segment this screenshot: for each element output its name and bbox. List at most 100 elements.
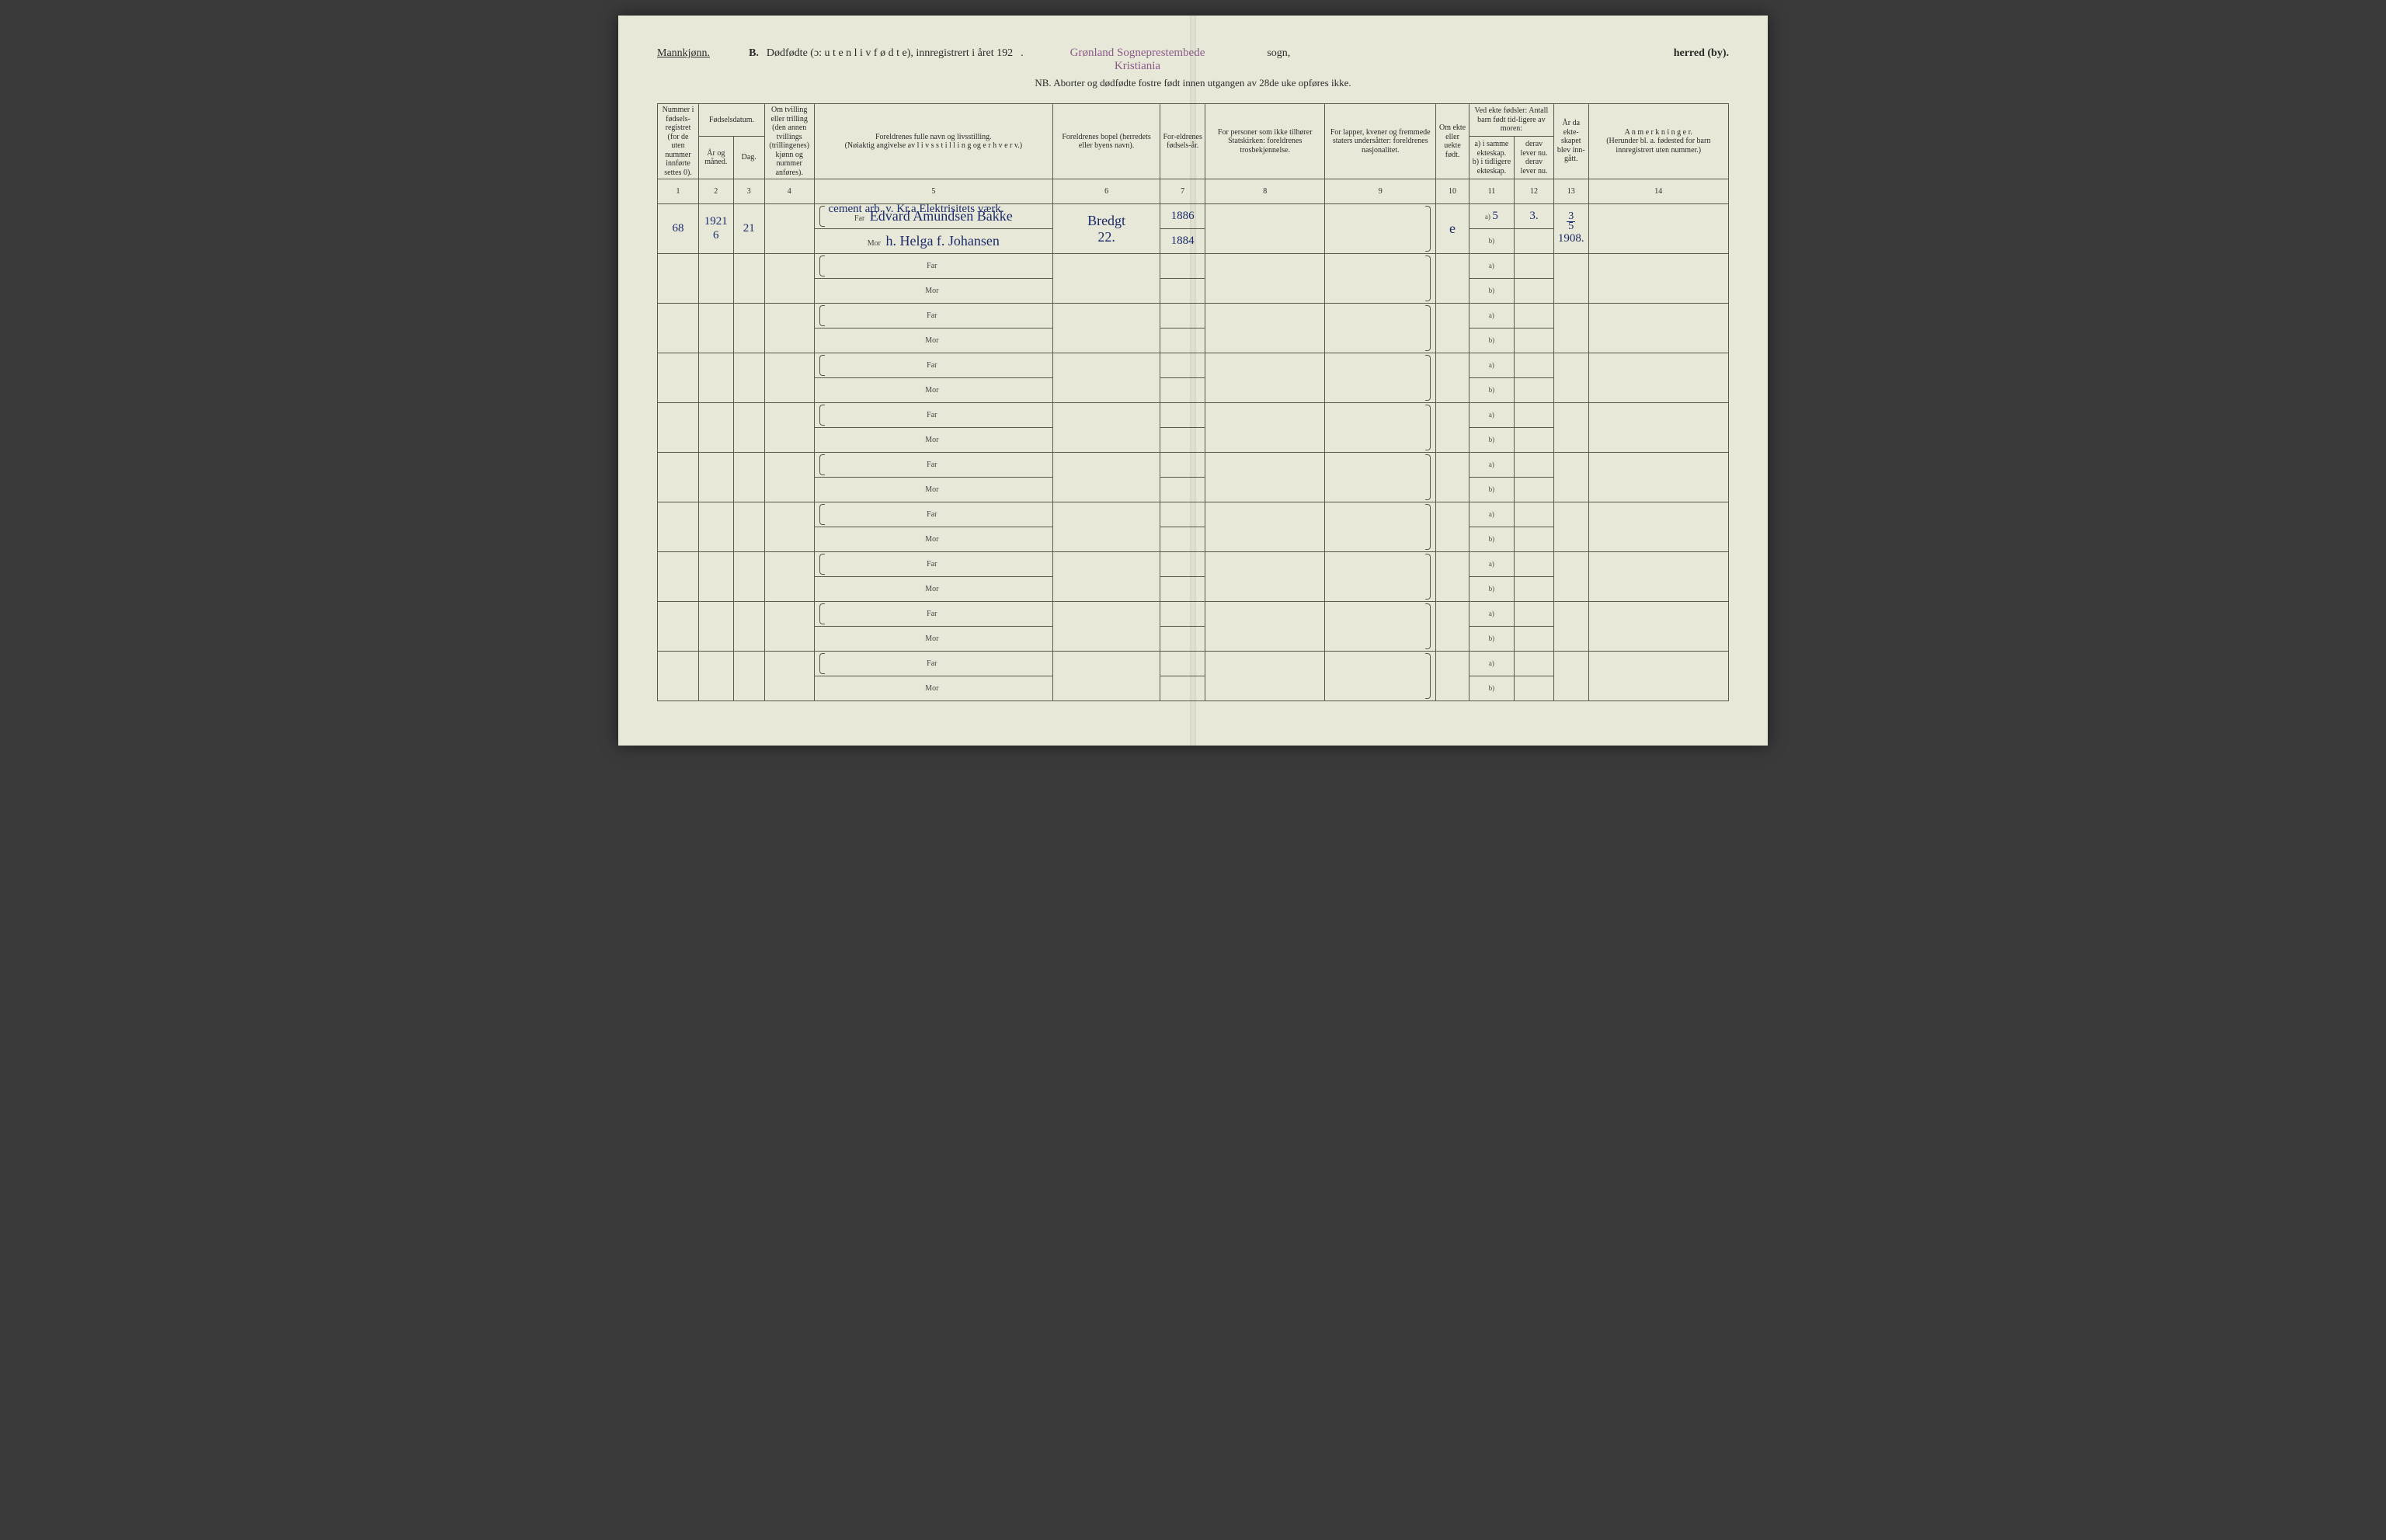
colnum-13: 13 xyxy=(1554,179,1589,204)
empty-12b xyxy=(1515,627,1554,652)
empty-far-birth xyxy=(1160,552,1205,577)
empty-13 xyxy=(1554,353,1589,403)
far-label: Far xyxy=(927,311,937,320)
empty-religion xyxy=(1205,652,1325,701)
brace-left-icon xyxy=(816,504,824,525)
empty-nationality xyxy=(1325,502,1436,552)
empty-ekte xyxy=(1436,254,1469,304)
empty-number xyxy=(658,403,699,453)
empty-remarks xyxy=(1588,453,1728,502)
entry-11b: b) xyxy=(1469,229,1514,254)
empty-number xyxy=(658,552,699,602)
empty-twin xyxy=(764,453,814,502)
empty-far-cell: Far xyxy=(814,254,1053,279)
empty-11a: a) xyxy=(1469,502,1514,527)
empty-mor-cell: Mor xyxy=(814,279,1053,304)
colnum-2: 2 xyxy=(699,179,734,204)
empty-bopel xyxy=(1053,652,1160,701)
empty-day xyxy=(733,353,764,403)
empty-mor-cell: Mor xyxy=(814,329,1053,353)
empty-mor-cell: Mor xyxy=(814,378,1053,403)
empty-bopel xyxy=(1053,453,1160,502)
empty-row-far: Fara) xyxy=(658,453,1729,478)
entry-far-birth: 1886 xyxy=(1160,204,1205,229)
empty-ekte xyxy=(1436,552,1469,602)
empty-day xyxy=(733,304,764,353)
empty-mor-birth xyxy=(1160,428,1205,453)
table-header: Nummer i fødsels-registret (for de uten … xyxy=(658,104,1729,204)
empty-far-birth xyxy=(1160,353,1205,378)
empty-nationality xyxy=(1325,353,1436,403)
col-3-header: Dag. xyxy=(733,137,764,179)
empty-12b xyxy=(1515,428,1554,453)
empty-row-far: Fara) xyxy=(658,403,1729,428)
empty-11a: a) xyxy=(1469,652,1514,676)
empty-12a xyxy=(1515,254,1554,279)
empty-day xyxy=(733,552,764,602)
brace-right-icon xyxy=(1426,504,1434,550)
parish-stamp: Grønland Sogneprestembede Kristiania xyxy=(1070,47,1205,72)
empty-mor-birth xyxy=(1160,478,1205,502)
empty-remarks xyxy=(1588,254,1728,304)
empty-religion xyxy=(1205,602,1325,652)
empty-number xyxy=(658,453,699,502)
mor-label: Mor xyxy=(868,239,881,248)
brace-left-icon xyxy=(816,405,824,426)
empty-twin xyxy=(764,254,814,304)
far-label: Far xyxy=(927,411,937,419)
mor-label: Mor xyxy=(925,684,938,693)
empty-year-month xyxy=(699,453,734,502)
empty-ekte xyxy=(1436,304,1469,353)
empty-ekte xyxy=(1436,353,1469,403)
mor-label: Mor xyxy=(925,535,938,544)
empty-11b: b) xyxy=(1469,329,1514,353)
empty-row-far: Fara) xyxy=(658,353,1729,378)
empty-religion xyxy=(1205,552,1325,602)
empty-12b xyxy=(1515,478,1554,502)
brace-right-icon xyxy=(1426,256,1434,301)
empty-ekte xyxy=(1436,403,1469,453)
empty-nationality xyxy=(1325,403,1436,453)
empty-day xyxy=(733,502,764,552)
entry-12a: 3. xyxy=(1515,204,1554,229)
empty-12a xyxy=(1515,453,1554,478)
brace-right-icon xyxy=(1426,355,1434,401)
brace-left-icon xyxy=(816,653,824,674)
empty-mor-cell: Mor xyxy=(814,676,1053,701)
empty-ekte xyxy=(1436,602,1469,652)
mor-label: Mor xyxy=(925,436,938,444)
empty-bopel xyxy=(1053,602,1160,652)
colnum-9: 9 xyxy=(1325,179,1436,204)
empty-11a: a) xyxy=(1469,453,1514,478)
brace-left-icon xyxy=(816,603,824,624)
empty-remarks xyxy=(1588,652,1728,701)
empty-11b: b) xyxy=(1469,627,1514,652)
empty-number xyxy=(658,304,699,353)
empty-11b: b) xyxy=(1469,428,1514,453)
colnum-14: 14 xyxy=(1588,179,1728,204)
empty-11b: b) xyxy=(1469,527,1514,552)
entry-bopel: Bredgt 22. xyxy=(1053,204,1160,254)
empty-ekte xyxy=(1436,453,1469,502)
empty-12a xyxy=(1515,353,1554,378)
empty-year-month xyxy=(699,403,734,453)
empty-11b: b) xyxy=(1469,676,1514,701)
empty-12a xyxy=(1515,403,1554,428)
mor-label: Mor xyxy=(925,485,938,494)
empty-remarks xyxy=(1588,304,1728,353)
empty-twin xyxy=(764,652,814,701)
colnum-12: 12 xyxy=(1515,179,1554,204)
col-13-header: År da ekte-skapet blev inn-gått. xyxy=(1554,104,1589,179)
mor-label: Mor xyxy=(925,336,938,345)
nb-note: NB. Aborter og dødfødte fostre født inne… xyxy=(657,77,1729,89)
empty-year-month xyxy=(699,304,734,353)
col-6-header: Foreldrenes bopel (herredets eller byens… xyxy=(1053,104,1160,179)
empty-religion xyxy=(1205,403,1325,453)
far-label: Far xyxy=(927,361,937,370)
far-label: Far xyxy=(927,510,937,519)
col-11b-label: b) i tidligere ekteskap. xyxy=(1473,158,1511,176)
empty-11b: b) xyxy=(1469,378,1514,403)
col-4-header: Om tvilling eller trilling (den annen tv… xyxy=(764,104,814,179)
empty-far-cell: Far xyxy=(814,403,1053,428)
column-number-row: 1 2 3 4 5 6 7 8 9 10 11 12 13 14 xyxy=(658,179,1729,204)
